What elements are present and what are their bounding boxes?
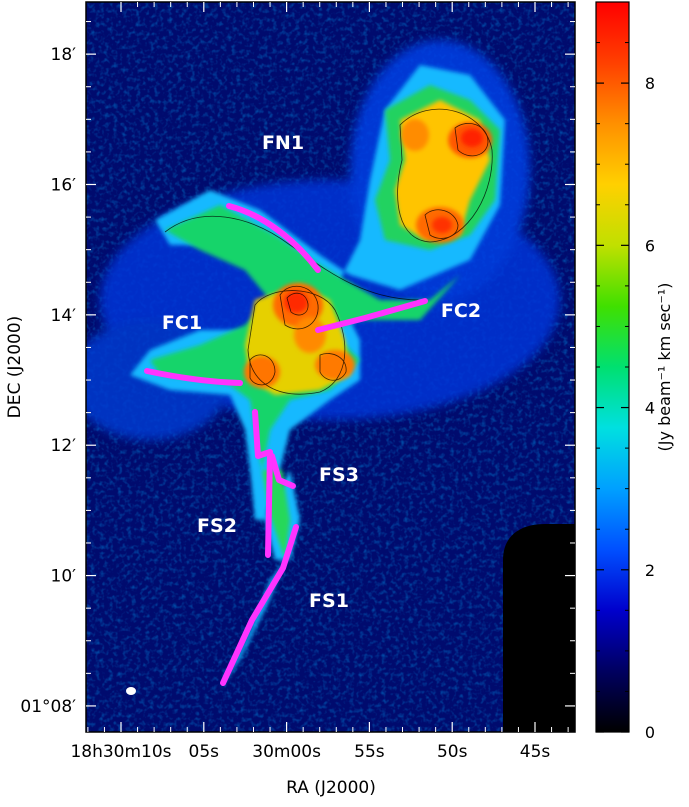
label-fc1: FC1 <box>162 312 202 334</box>
colorbar-label: (Jy beam⁻¹ km sec⁻¹) <box>655 283 674 452</box>
label-fc2: FC2 <box>441 300 481 322</box>
x-tick-label: 05s <box>189 742 220 762</box>
spine-fs2 <box>252 409 273 459</box>
spine-fc1 <box>144 368 243 386</box>
colorbar-tick-label: 2 <box>645 561 655 580</box>
y-axis-label: DEC (J2000) <box>5 316 25 419</box>
y-tick-label: 16′ <box>51 176 77 196</box>
y-tick-label: 10′ <box>51 567 77 587</box>
filament-labels: FN1 FC1 FC2 FS1 FS2 FS3 <box>162 132 481 612</box>
colorbar-gradient <box>595 1 630 733</box>
spine-fs1 <box>220 524 299 686</box>
y-axis: 01°08′ 10′ 12′ 14′ 16′ 18′ <box>20 21 575 717</box>
label-fs3: FS3 <box>319 464 359 486</box>
colorbar-ticks: 0 2 4 6 8 <box>596 42 655 742</box>
y-tick-label: 12′ <box>51 436 77 456</box>
colorbar-tick-label: 4 <box>645 399 655 418</box>
y-tick-label: 14′ <box>51 306 77 326</box>
label-fs1: FS1 <box>309 590 349 612</box>
spine-fs3 <box>269 453 296 489</box>
x-tick-label: 45s <box>520 742 551 762</box>
y-tick-label: 18′ <box>51 45 77 65</box>
colorbar-tick-label: 0 <box>645 723 655 742</box>
plot-frame <box>85 1 576 733</box>
x-tick-label: 50s <box>437 742 468 762</box>
filament-spines <box>144 203 428 686</box>
label-fn1: FN1 <box>262 132 304 154</box>
x-tick-label: 55s <box>354 742 385 762</box>
colorbar-tick-label: 6 <box>645 236 655 255</box>
x-tick-label: 18h30m10s <box>70 742 171 762</box>
x-axis-label: RA (J2000) <box>286 778 376 798</box>
spine-fc2 <box>315 298 428 333</box>
spine-fn1 <box>226 203 321 273</box>
x-axis: 18h30m10s 05s 30m00s 55s 50s 45s <box>70 2 569 762</box>
spine-fs2b <box>265 449 273 558</box>
label-fs2: FS2 <box>197 515 237 537</box>
x-tick-label: 30m00s <box>252 742 321 762</box>
y-tick-label: 01°08′ <box>20 697 76 717</box>
intensity-map <box>86 2 575 732</box>
colorbar: 0 2 4 6 8 (Jy beam⁻¹ km sec⁻¹) <box>595 1 674 742</box>
colorbar-tick-label: 8 <box>645 74 655 93</box>
